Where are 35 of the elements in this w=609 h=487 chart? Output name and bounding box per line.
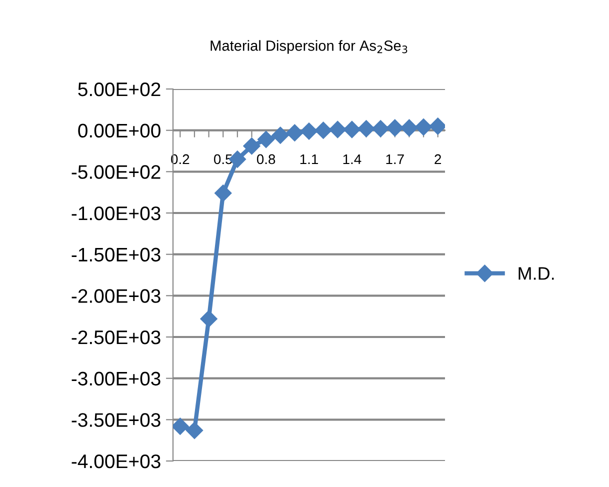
point bbox=[414, 118, 432, 136]
x-tick-label: 1.1 bbox=[300, 154, 318, 164]
y-tick-label: 5.00E+02 bbox=[78, 82, 160, 96]
y-tick-label: -4.00E+03 bbox=[72, 454, 160, 468]
x-tick-label: 2 bbox=[434, 154, 442, 164]
point bbox=[300, 122, 318, 140]
y-tick-label: -1.00E+03 bbox=[72, 206, 160, 220]
point bbox=[186, 422, 204, 439]
y-tick-label: 0.00E+00 bbox=[78, 124, 160, 138]
point bbox=[243, 137, 260, 155]
point bbox=[258, 130, 275, 148]
point bbox=[286, 124, 304, 142]
point bbox=[358, 120, 375, 138]
y-tick-label: -1.50E+03 bbox=[72, 248, 160, 262]
point bbox=[372, 120, 390, 138]
x-tick-label: 0.8 bbox=[256, 154, 276, 164]
point bbox=[429, 118, 445, 135]
y-tick-label: -2.00E+03 bbox=[72, 289, 160, 303]
y-tick-label: -2.50E+03 bbox=[72, 330, 160, 344]
point bbox=[329, 120, 346, 138]
y-tick-label: -3.50E+03 bbox=[72, 413, 160, 427]
point bbox=[386, 119, 404, 136]
point bbox=[173, 418, 189, 435]
point bbox=[200, 310, 218, 328]
point bbox=[343, 120, 360, 138]
chart-title: Material Dispersion for As$_{2}$Se$_{3}$ bbox=[210, 40, 408, 54]
y-tick-label: -5.00E+02 bbox=[72, 165, 160, 179]
legend-label: M.D. bbox=[518, 267, 554, 280]
point bbox=[400, 119, 418, 136]
y-tick-label: -3.00E+03 bbox=[72, 372, 160, 386]
point bbox=[214, 184, 232, 202]
x-tick-label: 1.4 bbox=[343, 154, 362, 164]
point bbox=[314, 122, 332, 139]
x-tick-label: 1.7 bbox=[386, 154, 404, 164]
point bbox=[272, 126, 289, 144]
